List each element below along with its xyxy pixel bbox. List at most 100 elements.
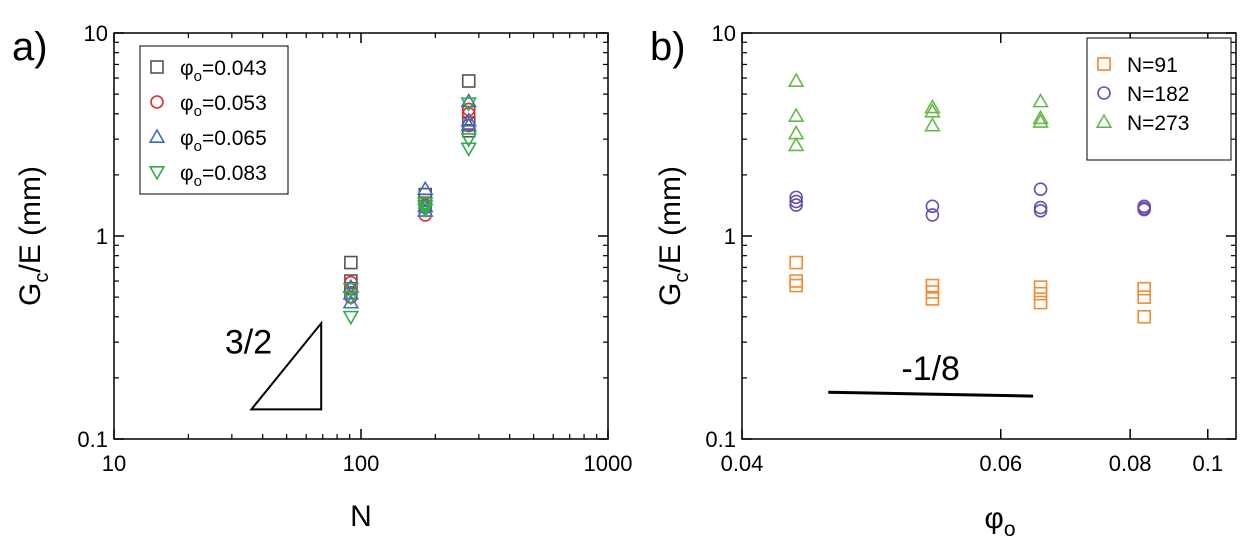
data-point [344,275,358,290]
data-point [789,198,803,212]
slope-label: -1/8 [901,350,960,388]
panel-b-xlabel: φo [984,502,1015,539]
x-tick-label: 0.04 [721,451,764,476]
data-point [1032,92,1049,108]
legend-label: φo=0.083 [180,162,267,190]
panel-b-slope-marker: -1/8 [828,350,1034,398]
data-point [460,117,478,132]
data-point [925,285,940,299]
panel-a-slope-triangle: 3/2 [225,320,323,411]
data-point [924,117,941,132]
y-tick-label: 0.1 [77,427,108,452]
data-point [1137,202,1151,217]
panel-b-ylabel-main: G [654,283,687,306]
panel-b-legend-box [1086,37,1232,161]
x-tick-label: 0.06 [979,451,1022,476]
data-point [460,142,478,157]
slope-label: 3/2 [225,323,272,361]
panel-a-tick-labels: 10 100 1000 0.1 1 10 [77,21,632,476]
panel-a-xlabel: N [350,500,372,533]
y-tick-label: 10 [712,21,736,46]
x-tick-label: 10 [102,451,126,476]
panel-a-ylabel: Gc/E (mm) [14,166,53,306]
panel-b-xlabel-sub: o [1004,518,1016,539]
data-point [460,92,478,108]
data-point [460,112,478,127]
legend-marker [1095,113,1113,128]
legend-label: φo=0.053 [180,92,267,120]
data-point [1032,113,1049,128]
data-point [789,278,803,293]
panel-b-label: b) [650,25,686,69]
data-point [342,310,360,326]
data-point [1137,290,1151,304]
data-point [924,103,941,118]
y-tick-label: 1 [724,224,736,249]
data-point [789,255,803,270]
x-tick-label: 1000 [584,451,633,476]
x-tick-label: 0.08 [1109,451,1152,476]
legend-label: N=273 [1127,112,1189,135]
data-point [461,102,476,117]
data-point [789,194,803,209]
data-point [1033,204,1048,218]
data-point [342,291,360,306]
data-point [1033,200,1048,215]
y-tick-label: 1 [96,224,108,249]
y-tick-label: 10 [84,21,108,46]
legend-label: N=91 [1127,54,1178,77]
data-point [925,208,940,222]
data-point [416,203,434,219]
legend-marker [150,60,164,74]
panel-a-label: a) [12,25,48,69]
data-point [925,199,940,214]
slope-triangle [249,320,323,411]
panel-b-legend: N=91 N=182 N=273 [1095,54,1189,135]
panel-a-legend-box [139,45,289,195]
data-point [416,180,434,196]
data-point [344,255,358,270]
panel-a-ylabel-main: G [14,283,47,306]
data-point [1033,286,1048,301]
x-tick-label: 100 [343,451,380,476]
legend-marker [1097,57,1111,71]
data-point [416,200,434,215]
data-point [342,282,360,298]
panel-b-tick-labels: 0.04 0.06 0.08 0.1 0.1 1 10 [705,21,1223,476]
data-point [1137,281,1151,296]
legend-marker [150,95,164,109]
legend-marker [148,166,166,181]
y-tick-label: 0.1 [705,427,736,452]
data-point [789,274,803,288]
data-point [787,136,805,152]
legend-marker [148,128,166,143]
panel-a: a) 10 100 1000 0.1 1 10 3/2 φo=0.043 φo=0.053 φ… [12,21,632,533]
data-point [460,133,478,148]
data-point [460,97,478,112]
panel-b-points [787,72,1153,324]
panel-b-xlabel-main: φ [984,502,1003,535]
data-point [1033,295,1048,310]
panel-a-ticks [113,32,609,440]
data-point [342,285,360,300]
data-point [924,98,941,114]
panel-a-ylabel-rest: /E (mm) [14,166,47,273]
data-point [925,292,940,306]
x-tick-label: 0.1 [1192,451,1223,476]
panel-a-legend: φo=0.043 φo=0.053 φo=0.065 φo=0.083 [148,57,267,190]
panel-b-ylabel-rest: /E (mm) [654,166,687,273]
data-point [1032,109,1049,125]
data-point [787,107,805,122]
slope-line [828,390,1034,398]
legend-label: N=182 [1127,83,1189,106]
data-point [789,190,803,205]
panel-a-ylabel-sub: c [31,273,53,283]
panel-a-points [342,74,478,326]
panel-b-ylabel-sub: c [671,273,693,283]
legend-marker [1097,86,1111,100]
data-point [461,74,476,88]
data-point [787,72,805,87]
legend-label: φo=0.043 [180,57,267,85]
